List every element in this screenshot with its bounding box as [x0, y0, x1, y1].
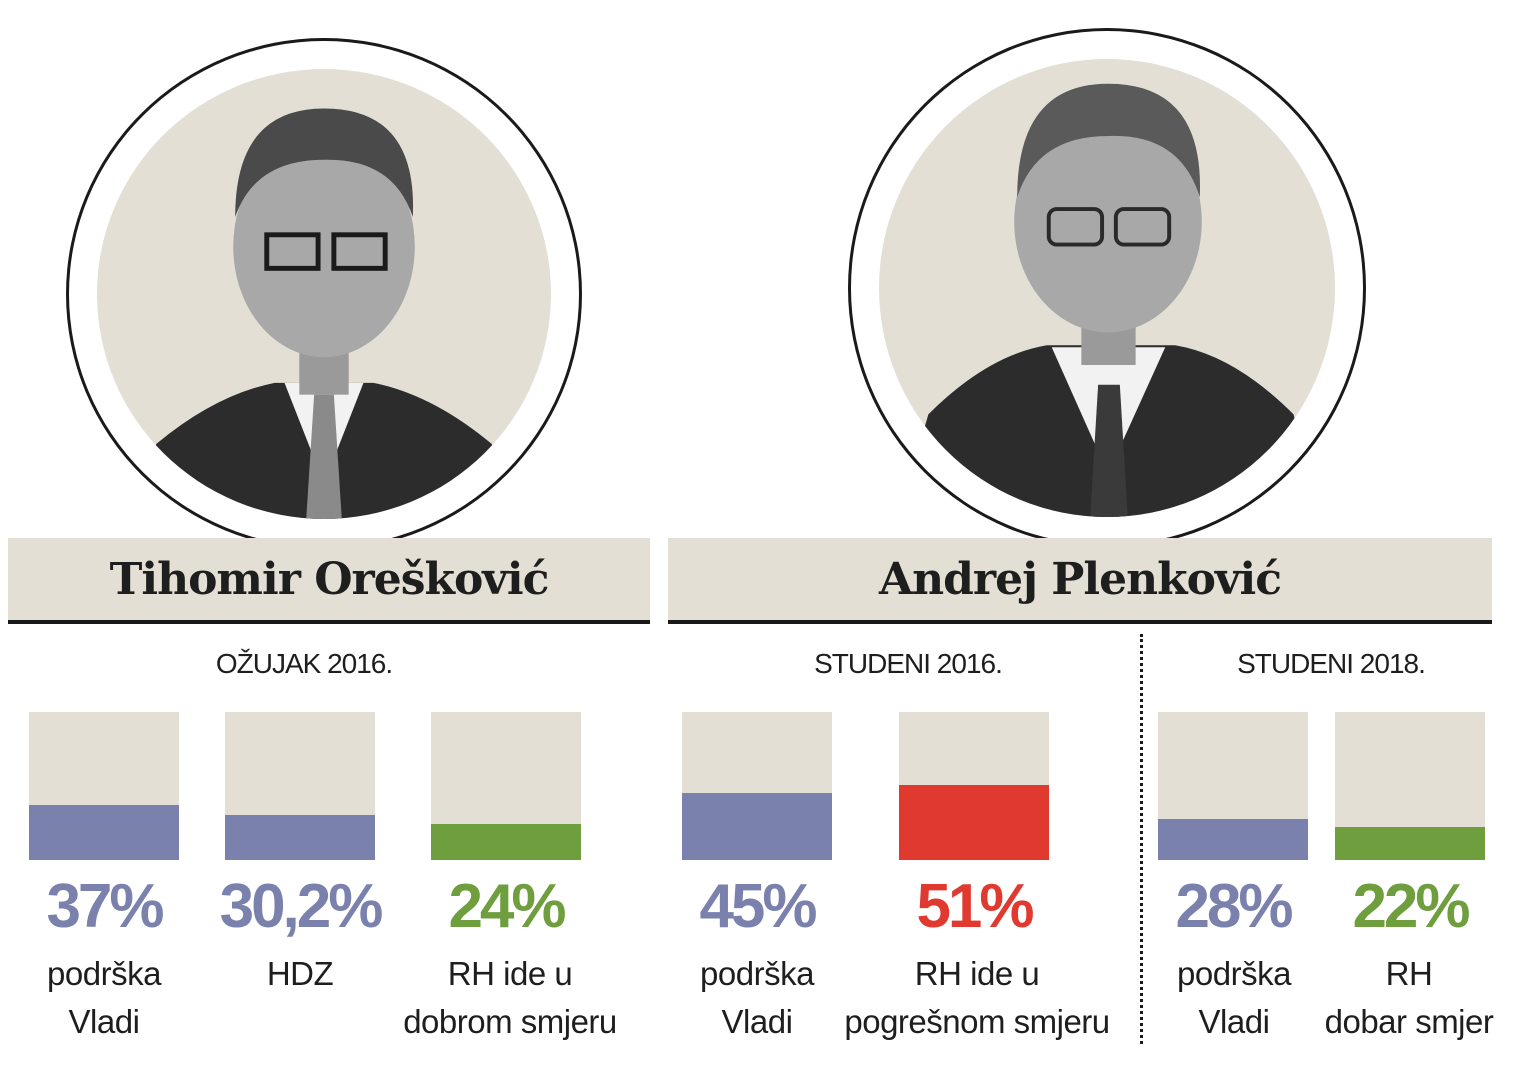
person-name: Tihomir Orešković [109, 553, 550, 605]
person-silhouette-icon [898, 83, 1319, 517]
period-header: STUDENI 2018. [1237, 648, 1426, 679]
bar-caption: podrška Vladi [0, 950, 208, 1046]
data-label: 51% [916, 872, 1034, 941]
bar-box [682, 712, 832, 860]
caption-line: dobrom smjeru [403, 1003, 617, 1040]
bar-box [29, 712, 179, 860]
caption-line: Vladi [1198, 1003, 1270, 1040]
caption-line: HDZ [266, 955, 334, 992]
portrait-photo [879, 59, 1335, 517]
person-name: Andrej Plenković [879, 553, 1282, 605]
bar-caption: podrška Vladi [1133, 950, 1335, 1046]
period-header: OŽUJAK 2016. [215, 648, 393, 679]
portrait-photo [97, 69, 551, 519]
bar-box [899, 712, 1049, 860]
bar [225, 815, 375, 860]
caption-line: RH ide u [447, 955, 573, 992]
person-silhouette-icon [126, 108, 522, 519]
bar-box [225, 712, 375, 860]
group-divider [1140, 634, 1143, 1044]
portrait-plenkovic [848, 28, 1366, 548]
data-label: 22% [1352, 872, 1470, 941]
bar [1335, 827, 1485, 860]
bar-caption: HDZ [200, 950, 400, 998]
name-banner-oreskovic: Tihomir Orešković [8, 538, 650, 624]
bar-box [1335, 712, 1485, 860]
caption-line: podrška [700, 955, 814, 992]
data-label: 24% [448, 872, 566, 941]
bar-box [1158, 712, 1308, 860]
bar [431, 824, 581, 860]
caption-line: podrška [1177, 955, 1291, 992]
bar-caption: podrška Vladi [654, 950, 860, 1046]
data-label: 30,2% [219, 872, 384, 941]
name-banner-plenkovic: Andrej Plenković [668, 538, 1492, 624]
caption-line: Vladi [721, 1003, 793, 1040]
caption-line: podrška [47, 955, 161, 992]
bar-caption: RH ide u pogrešnom smjeru [818, 950, 1136, 1046]
caption-line: RH ide u [914, 955, 1040, 992]
bar-caption: RH dobar smjer [1304, 950, 1514, 1046]
caption-line: dobar smjer [1324, 1003, 1494, 1040]
period-header: STUDENI 2016. [814, 648, 1003, 679]
caption-line: pogrešnom smjeru [844, 1003, 1110, 1040]
bar-box [431, 712, 581, 860]
data-label: 37% [46, 872, 164, 941]
bar [899, 785, 1049, 860]
bar [682, 793, 832, 860]
portrait-oreskovic [66, 38, 582, 550]
bar [1158, 819, 1308, 860]
caption-line: Vladi [68, 1003, 140, 1040]
caption-line: RH [1385, 955, 1433, 992]
bar-caption: RH ide u dobrom smjeru [376, 950, 644, 1046]
data-label: 28% [1175, 872, 1293, 941]
data-label: 45% [699, 872, 817, 941]
bar [29, 805, 179, 860]
